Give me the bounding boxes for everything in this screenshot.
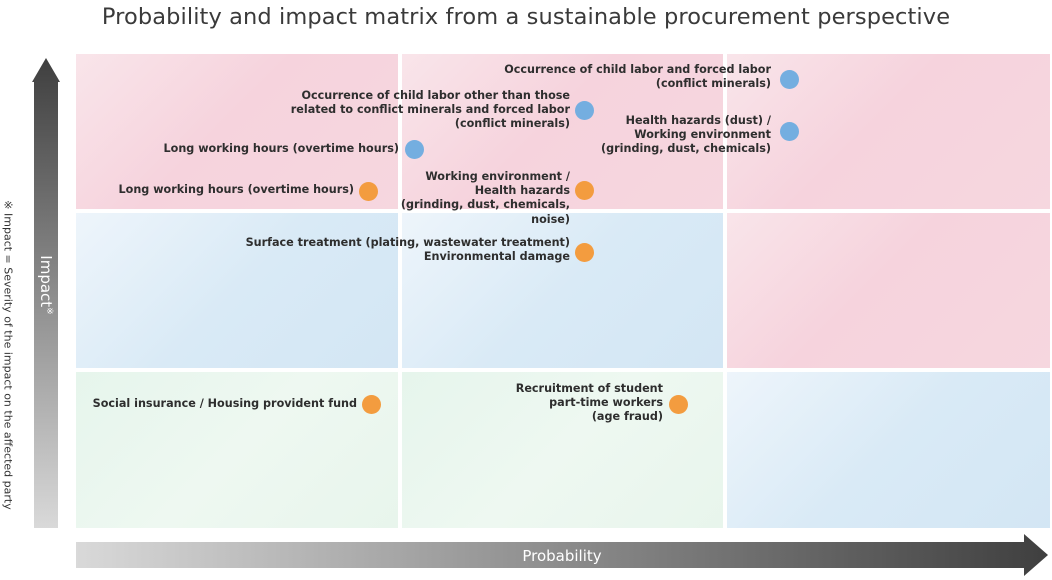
- risk-marker-student-workers: [669, 395, 688, 414]
- risk-marker-surface-treatment: [575, 243, 594, 262]
- probability-axis-arrow: [76, 534, 1048, 576]
- risk-label-child-labor-conflict: Occurrence of child labor and forced lab…: [504, 63, 771, 91]
- cell-mid-high-prob: [725, 211, 1050, 370]
- grid-divider-v2: [723, 54, 727, 528]
- risk-label-surface-treatment: Surface treatment (plating, wastewater t…: [245, 236, 570, 264]
- risk-label-health-hazards-dust: Health hazards (dust) / Working environm…: [601, 114, 771, 156]
- risk-marker-social-insurance: [362, 395, 381, 414]
- grid-divider-h1: [76, 209, 1050, 213]
- grid-divider-h2: [76, 368, 1050, 372]
- risk-marker-child-labor-other: [575, 101, 594, 120]
- risk-label-social-insurance: Social insurance / Housing provident fun…: [92, 397, 357, 410]
- chart-title: Probability and impact matrix from a sus…: [101, 4, 951, 30]
- risk-marker-child-labor-conflict: [780, 70, 799, 89]
- risk-label-working-environment: Working environment / Health hazards (gr…: [400, 170, 570, 226]
- cell-mid-mid-prob: [400, 211, 725, 370]
- impact-footnote: ※ Impact = Severity of the impact on the…: [1, 200, 15, 510]
- impact-axis-label: Impact※: [37, 255, 55, 315]
- cell-mid-low-prob: [76, 211, 400, 370]
- risk-marker-working-environment: [575, 181, 594, 200]
- cell-low-low-prob: [76, 370, 400, 528]
- cell-high-low-prob: [76, 54, 400, 211]
- risk-marker-long-hours-orange: [359, 182, 378, 201]
- cell-high-high-prob: [725, 54, 1050, 211]
- cell-low-mid-prob: [400, 370, 725, 528]
- risk-marker-health-hazards-dust: [780, 122, 799, 141]
- risk-marker-long-hours-blue: [405, 140, 424, 159]
- risk-label-student-workers: Recruitment of student part-time workers…: [515, 382, 663, 424]
- cell-low-high-prob: [725, 370, 1050, 528]
- cell-high-mid-prob: [400, 54, 725, 211]
- risk-label-long-hours-blue: Long working hours (overtime hours): [163, 142, 399, 155]
- impact-axis-arrow: [32, 58, 60, 528]
- risk-label-long-hours-orange: Long working hours (overtime hours): [118, 183, 354, 196]
- risk-matrix: [76, 54, 1050, 528]
- probability-axis-label: Probability: [522, 547, 602, 565]
- risk-label-child-labor-other: Occurrence of child labor other than tho…: [290, 89, 570, 131]
- grid-divider-v1: [398, 54, 402, 528]
